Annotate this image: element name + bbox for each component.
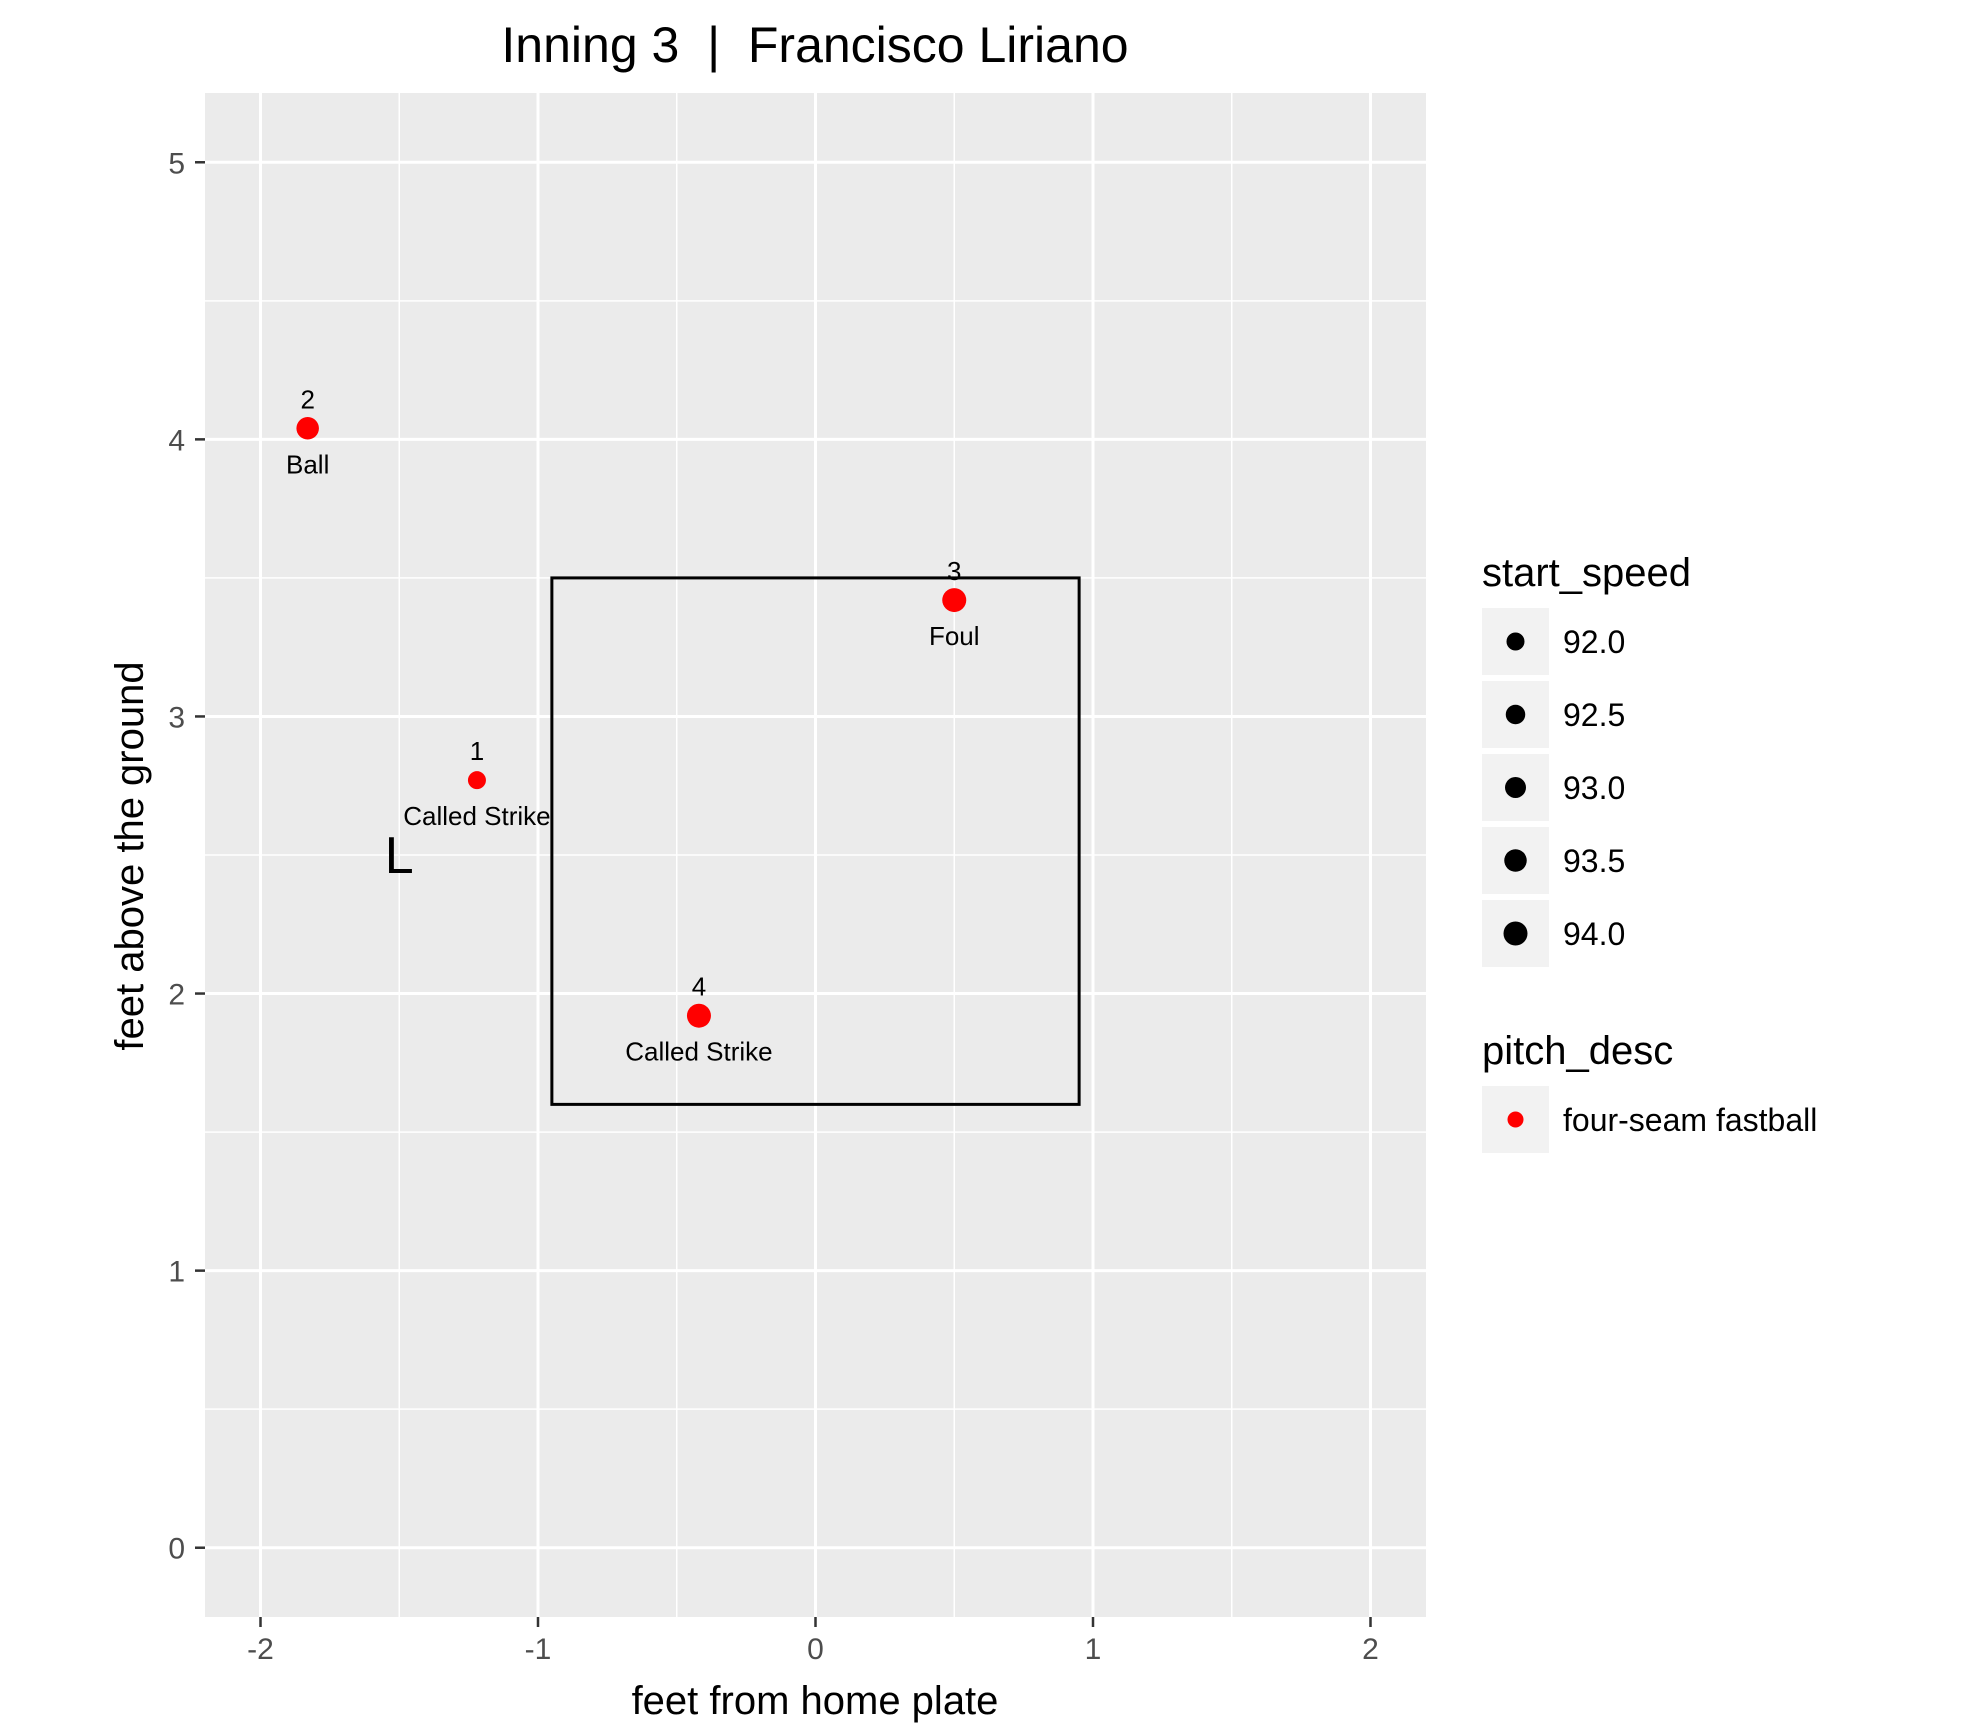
pitch-result-label: Called Strike — [403, 801, 550, 831]
x-tick-label: -1 — [525, 1633, 552, 1666]
x-tick-label: 2 — [1362, 1633, 1379, 1666]
legend-size-dot — [1505, 704, 1526, 725]
pitch-number-label: 4 — [692, 972, 706, 1002]
chart-title: Inning 3 | Francisco Liriano — [501, 17, 1128, 73]
y-tick-label: 2 — [168, 979, 185, 1012]
strike-zone — [550, 576, 1081, 1106]
y-tick-label: 4 — [168, 424, 185, 457]
legend-size-dot — [1503, 921, 1528, 946]
x-axis-label: feet from home plate — [632, 1679, 999, 1723]
legend-color-label: four-seam fastball — [1563, 1102, 1817, 1138]
x-tick-label: 0 — [807, 1633, 824, 1666]
legend-size-dot — [1504, 849, 1527, 872]
batter-side-label: L — [385, 827, 414, 885]
legend-size-label: 94.0 — [1563, 916, 1625, 952]
legend-size-label: 92.5 — [1563, 697, 1625, 733]
legend-size-dot — [1506, 632, 1525, 651]
pitch-result-label: Ball — [286, 449, 329, 479]
legend-size-label: 93.5 — [1563, 843, 1625, 879]
pitch-point — [686, 1003, 711, 1028]
y-tick-label: 3 — [168, 701, 185, 734]
y-axis-label: feet above the ground — [108, 661, 152, 1050]
y-tick-label: 1 — [168, 1256, 185, 1289]
legend-size-label: 92.0 — [1563, 624, 1625, 660]
pitch-point — [942, 588, 967, 613]
legend-size-title: start_speed — [1482, 551, 1691, 595]
legend-color-dot — [1507, 1111, 1524, 1128]
pitch-number-label: 3 — [947, 556, 961, 586]
x-tick-label: 1 — [1085, 1633, 1102, 1666]
legend-color-title: pitch_desc — [1482, 1029, 1673, 1073]
pitch-number-label: 1 — [470, 736, 484, 766]
legend-size-dot — [1505, 777, 1526, 798]
axes: -2 -1 0 1 2 0 1 2 3 4 5 — [168, 147, 1379, 1666]
y-tick-label: 0 — [168, 1533, 185, 1566]
legend-pitch-desc: pitch_desc four-seam fastball — [1482, 1029, 1817, 1153]
y-tick-label: 5 — [168, 147, 185, 180]
pitch-point — [296, 417, 319, 440]
legend-size-label: 93.0 — [1563, 770, 1625, 806]
pitch-result-label: Foul — [929, 621, 980, 651]
grid-lines — [205, 93, 1426, 1617]
pitch-point — [467, 771, 486, 790]
pitch-number-label: 2 — [300, 384, 314, 414]
legend-start-speed: start_speed 92.0 92.5 93.0 93.5 94.0 — [1482, 551, 1691, 967]
pitch-points: 1 Called Strike 2 Ball 3 Foul 4 Called Strike — [286, 384, 980, 1066]
x-tick-label: -2 — [247, 1633, 274, 1666]
pitch-result-label: Called Strike — [625, 1037, 772, 1067]
